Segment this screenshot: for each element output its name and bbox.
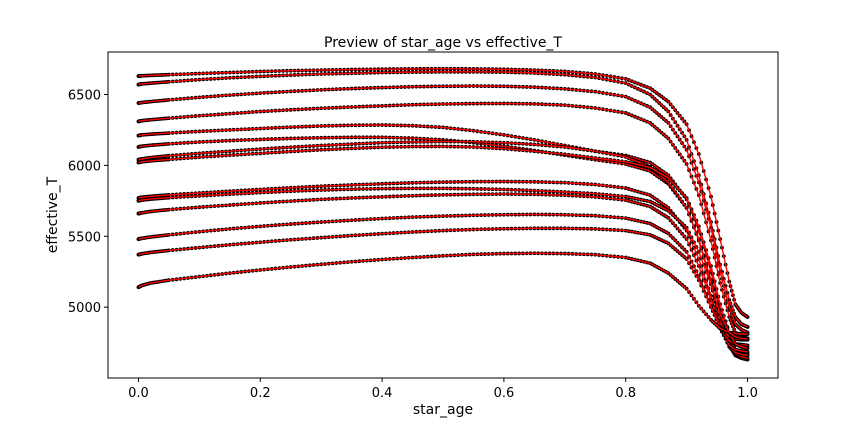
series-line [138,227,748,341]
data-point [745,353,750,358]
series-line [138,187,748,340]
y-axis-ticks: 5000 5500 6000 6500 [68,89,108,316]
data-point [745,337,750,341]
series-12 [136,251,750,336]
series-line [138,252,748,335]
series-4 [136,101,750,341]
series-5 [136,123,750,356]
plot-frame [107,51,779,379]
y-tick-label: 6000 [68,159,101,174]
series-line [138,145,748,349]
x-tick-label: 0.0 [128,386,149,401]
x-axis-label: star_age [413,402,473,418]
chart-title: Preview of star_age vs effective_T [324,35,562,51]
y-tick-label: 5000 [68,301,101,316]
x-tick-label: 0.6 [494,386,515,401]
series-11 [136,226,750,342]
x-tick-label: 1.0 [737,386,758,401]
x-tick-label: 0.2 [250,386,271,401]
data-point [745,332,750,336]
series-3 [136,84,750,335]
plot-area [136,66,750,362]
y-axis-label: effective_T [45,176,61,253]
y-tick-label: 6500 [68,89,101,104]
series-line [138,124,748,355]
series-line [138,85,748,334]
x-tick-label: 0.8 [615,386,636,401]
series-line [138,102,748,339]
series-line [138,67,748,318]
x-tick-label: 0.4 [372,386,393,401]
data-point [745,349,750,354]
data-point [745,356,750,361]
series-13 [136,144,750,351]
series-14 [136,186,750,341]
x-axis-ticks: 0.0 0.2 0.4 0.6 0.8 1.0 [128,378,758,401]
series-1 [136,66,750,319]
y-tick-label: 5500 [68,230,101,245]
